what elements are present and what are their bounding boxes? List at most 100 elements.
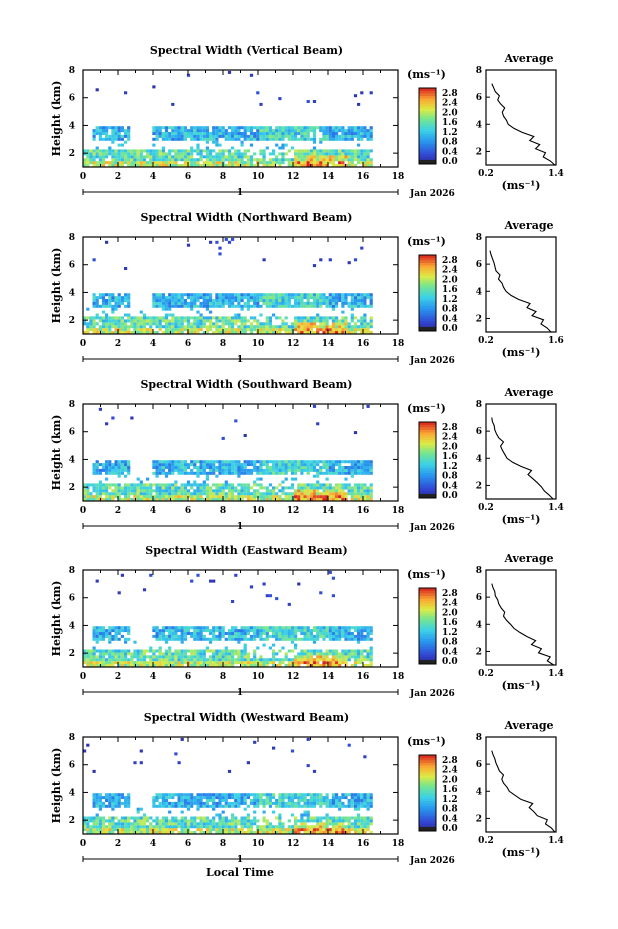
heatmap-cell: [350, 325, 354, 329]
heatmap-cell: [164, 301, 169, 305]
heatmap-cell: [303, 328, 307, 332]
heatmap-cell: [196, 316, 200, 320]
heatmap-cell: [357, 143, 361, 147]
heatmap-cell: [294, 155, 298, 159]
heatmap-cell: [221, 158, 225, 162]
heatmap-cell: [227, 828, 232, 832]
heatmap-cell: [152, 132, 156, 135]
heatmap-cell: [105, 152, 109, 156]
heatmap-cell: [341, 819, 345, 823]
heatmap-cell: [353, 134, 358, 138]
heatmap-cell: [322, 822, 326, 826]
heatmap-cell: [124, 799, 128, 802]
heatmap-cell: [101, 296, 106, 300]
heatmap-cell: [366, 632, 370, 635]
heatmap-cell: [360, 316, 364, 320]
heatmap-cell: [205, 486, 209, 490]
heatmap-cell: [357, 328, 361, 332]
heatmap-cell: [174, 483, 178, 487]
heatmap-cell: [205, 463, 209, 467]
heatmap-cell: [350, 828, 354, 832]
heatmap-cell: [196, 486, 200, 490]
heatmap-cell: [331, 632, 335, 635]
heatmap-cell: [101, 468, 106, 472]
heatmap-cell: [224, 658, 228, 662]
heatmap-cell: [196, 495, 200, 499]
heatmap-cell: [253, 492, 257, 496]
heatmap-cell: [243, 328, 247, 332]
heatmap-cell: [262, 463, 266, 467]
heatmap-cell: [164, 498, 169, 501]
heatmap-cell: [294, 822, 298, 826]
colorbar-segment: [419, 305, 436, 309]
heatmap-cell: [363, 331, 367, 334]
heatmap-cell: [281, 646, 285, 650]
heatmap-cell: [312, 474, 317, 478]
heatmap-cell: [331, 495, 335, 499]
heatmap-cell: [111, 634, 115, 638]
heatmap-cell: [205, 307, 209, 311]
heatmap-cell: [290, 477, 295, 481]
heatmap-cell: [124, 629, 128, 633]
heatmap-cell: [350, 649, 354, 653]
heatmap-cell: [287, 293, 291, 297]
heatmap-cell: [136, 661, 140, 665]
heatmap-cell: [164, 629, 169, 633]
heatmap-cell: [353, 468, 358, 472]
heatmap-cell: [319, 155, 323, 159]
heatmap-cell: [319, 796, 323, 800]
heatmap-cell: [306, 483, 310, 487]
heatmap-cell: [309, 161, 313, 165]
heatmap-cell: [83, 492, 87, 496]
heatmap-cell: [243, 626, 247, 630]
heatmap-cell: [108, 331, 112, 334]
heatmap-cell: [120, 629, 124, 633]
heatmap-cell: [120, 796, 124, 800]
heatmap-cell: [92, 793, 96, 797]
heatmap-cell: [268, 626, 272, 630]
heatmap-cell: [306, 825, 310, 829]
heatmap-cell: [331, 799, 335, 802]
heatmap-cell: [212, 793, 216, 797]
colorbar-segment: [419, 434, 436, 438]
heatmap-cell: [243, 319, 247, 323]
heatmap-cell: [325, 477, 329, 481]
heatmap-cell: [306, 126, 310, 130]
heatmap-cell: [202, 460, 206, 464]
heatmap-cell: [202, 822, 206, 826]
heatmap-cell: [117, 149, 121, 153]
heatmap-cell: [363, 161, 367, 165]
heatmap-cell: [246, 761, 250, 765]
heatmap-cell: [212, 466, 216, 469]
heatmap-cell: [133, 489, 137, 493]
heatmap-cell: [328, 460, 332, 464]
heatmap-cell: [155, 325, 159, 329]
heatmap-cell: [338, 486, 342, 490]
heatmap-cell: [262, 152, 266, 156]
heatmap-cell: [127, 296, 131, 300]
heatmap-cell: [155, 301, 159, 305]
heatmap-cell: [328, 629, 332, 633]
heatmap-cell: [357, 471, 361, 475]
heatmap-cell: [325, 799, 329, 802]
heatmap-cell: [183, 328, 187, 332]
heatmap-cell: [237, 296, 241, 300]
heatmap-cell: [303, 655, 307, 659]
heatmap-cell: [161, 828, 165, 832]
heatmap-cell: [275, 816, 279, 820]
heatmap-cell: [117, 489, 121, 493]
heatmap-cell: [205, 819, 209, 823]
heatmap-cell: [199, 828, 203, 832]
heatmap-cell: [234, 804, 238, 808]
heatmap-cell: [338, 319, 342, 323]
heatmap-cell: [186, 325, 191, 329]
heatmap-cell: [86, 658, 90, 662]
heatmap-cell: [231, 126, 235, 130]
heatmap-cell: [246, 664, 250, 667]
heatmap-cell: [253, 152, 257, 156]
heatmap-cell: [209, 831, 213, 834]
heatmap-cell: [98, 652, 102, 656]
heatmap-cell: [331, 796, 335, 800]
colorbar-segment: [419, 648, 436, 652]
